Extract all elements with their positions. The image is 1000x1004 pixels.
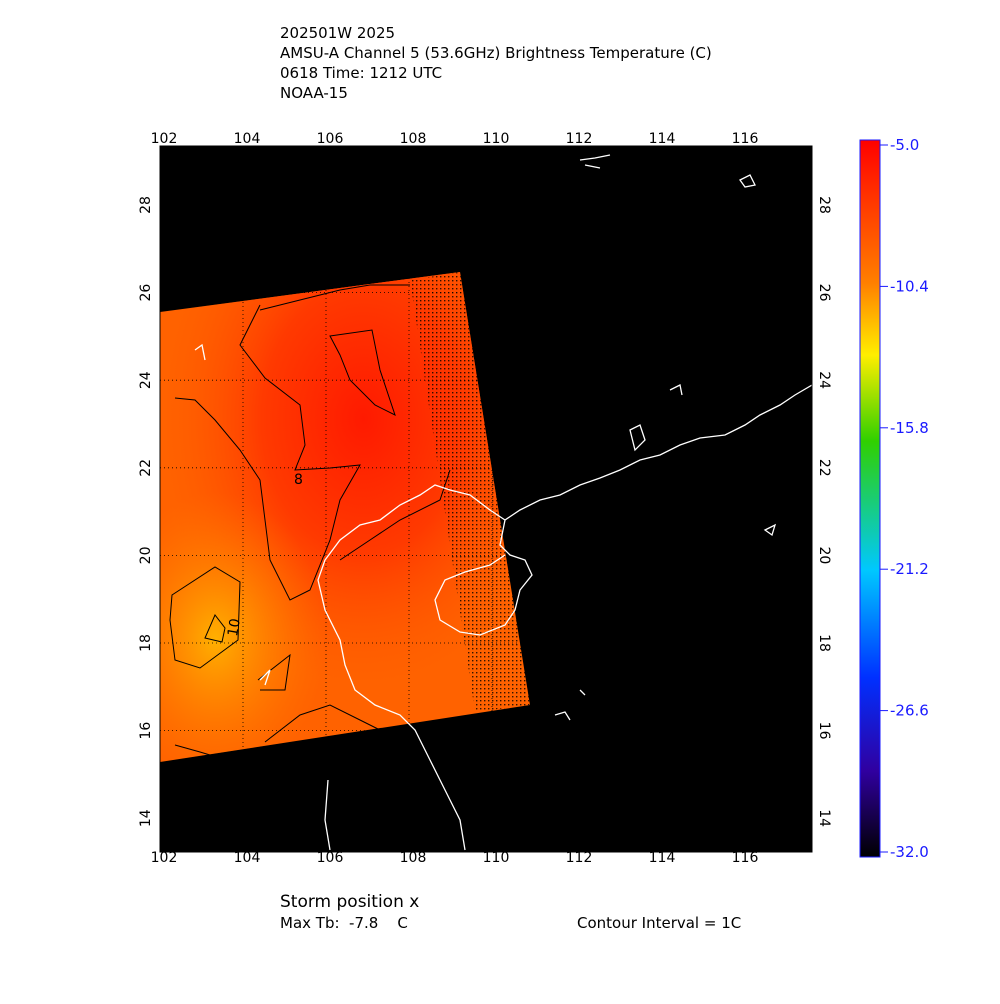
lon-label: 114: [649, 131, 676, 147]
lon-label: 104: [234, 131, 261, 147]
lat-label: 14: [816, 809, 832, 827]
lon-label: 108: [400, 131, 427, 147]
lon-label: 106: [317, 850, 344, 866]
lon-label: 116: [732, 131, 759, 147]
contour-label: 10: [225, 617, 244, 637]
lat-label: 24: [816, 371, 832, 389]
lon-label: 112: [566, 850, 593, 866]
colorbar: -5.0 -10.4 -15.8 -21.2 -26.6 -32.0: [859, 136, 929, 861]
lat-label: 16: [138, 722, 154, 740]
map-frame: [159, 145, 813, 853]
colorbar-label: -10.4: [890, 277, 929, 295]
graticule: [160, 146, 812, 852]
storm-position: Storm position x: [280, 892, 419, 912]
lon-label: 104: [234, 850, 261, 866]
colorbar-label: -26.6: [890, 702, 929, 720]
lat-label: 24: [138, 371, 154, 389]
coastline: [194, 154, 812, 851]
contours: [169, 284, 451, 759]
lon-label: 108: [400, 850, 427, 866]
lat-label: 26: [138, 284, 154, 302]
header: 202501W 2025 AMSU-A Channel 5 (53.6GHz) …: [280, 24, 712, 102]
colorbar-label: -21.2: [890, 560, 929, 578]
lat-label: 26: [816, 284, 832, 302]
lon-label: 102: [151, 131, 178, 147]
title-line: AMSU-A Channel 5 (53.6GHz) Brightness Te…: [280, 44, 712, 62]
max-tb: Max Tb: -7.8 C: [280, 914, 408, 932]
title-line: 202501W 2025: [280, 24, 395, 42]
lat-label: 22: [816, 459, 832, 477]
map: 8 10: [160, 146, 812, 852]
footer: Storm position x Max Tb: -7.8 C Contour …: [280, 892, 741, 932]
lon-label: 116: [732, 850, 759, 866]
lat-label: 18: [138, 634, 154, 652]
colorbar-label: -15.8: [890, 419, 929, 437]
lon-label: 110: [483, 850, 510, 866]
lon-label: 114: [649, 850, 676, 866]
lon-label: 112: [566, 131, 593, 147]
lat-label: 20: [816, 546, 832, 564]
colorbar-label: -5.0: [890, 136, 919, 154]
lat-label: 28: [138, 196, 154, 214]
lat-label: 18: [816, 634, 832, 652]
lon-label: 110: [483, 131, 510, 147]
lon-label: 106: [317, 131, 344, 147]
lat-label: 16: [816, 722, 832, 740]
lat-label: 14: [138, 809, 154, 827]
colorbar-scale: [859, 139, 881, 858]
contour-interval: Contour Interval = 1C: [577, 914, 741, 932]
axis-labels: 1021021041041061061081081101101121121141…: [138, 131, 832, 866]
lat-label: 20: [138, 546, 154, 564]
title-line: NOAA-15: [280, 84, 348, 102]
contour-label: 8: [294, 472, 303, 488]
lon-label: 102: [151, 850, 178, 866]
lat-label: 28: [816, 196, 832, 214]
colorbar-label: -32.0: [890, 843, 929, 861]
swath: [160, 272, 530, 762]
title-line: 0618 Time: 1212 UTC: [280, 64, 442, 82]
lat-label: 22: [138, 459, 154, 477]
